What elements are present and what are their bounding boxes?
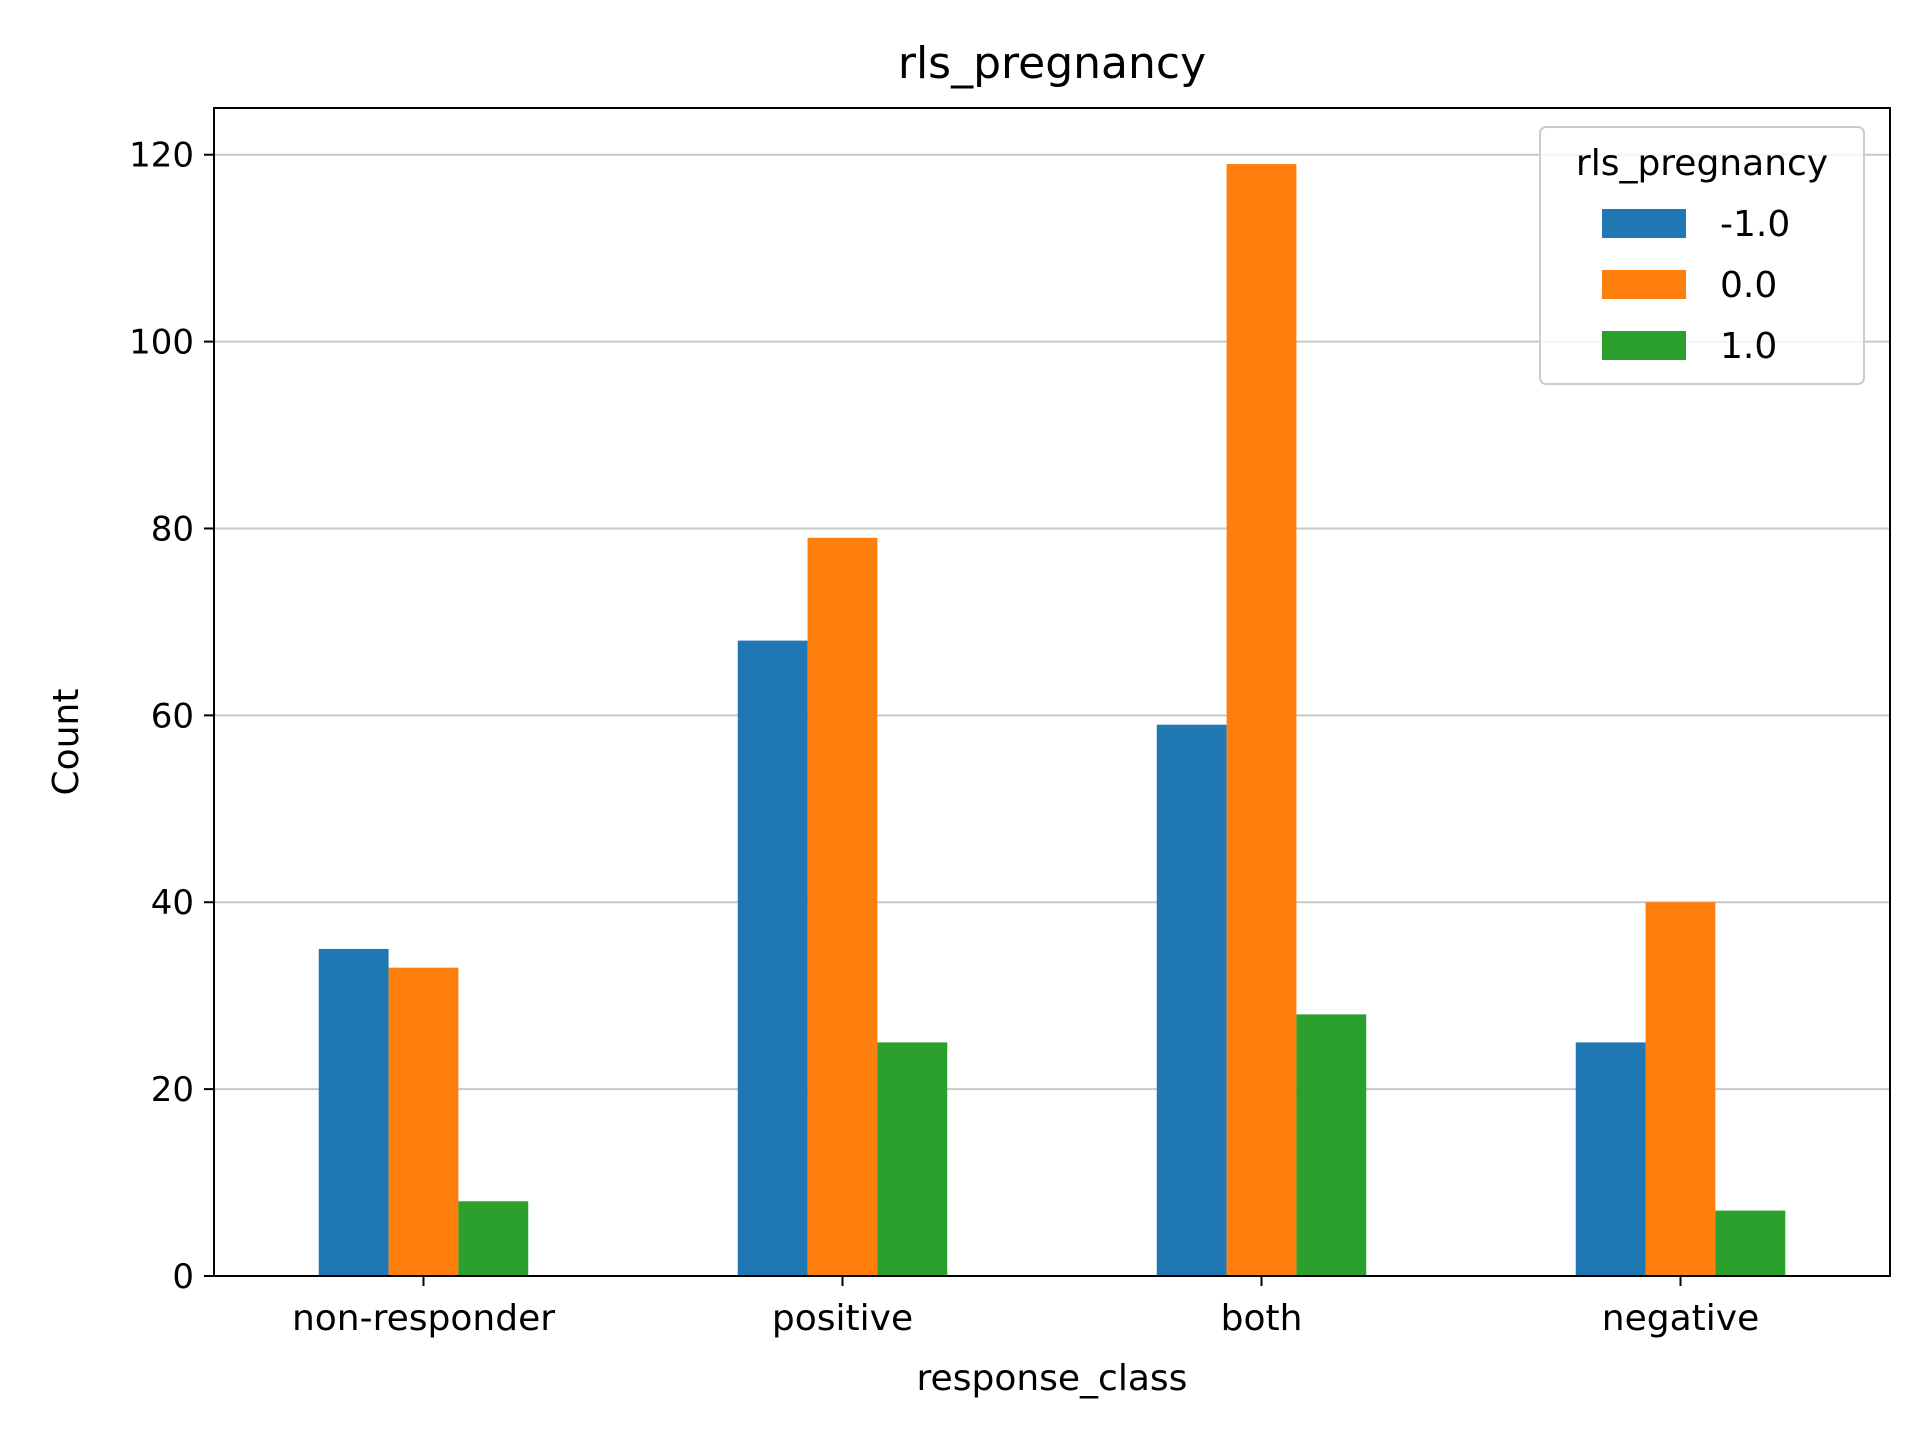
bar: [1575, 1042, 1646, 1276]
y-tick-label: 0: [172, 1257, 194, 1297]
x-tick-label: positive: [772, 1298, 913, 1339]
legend-title: rls_pregnancy: [1576, 143, 1828, 184]
y-tick-label: 100: [129, 323, 194, 363]
y-axis-label: Count: [46, 689, 87, 796]
bar: [1645, 902, 1716, 1276]
bar: [1226, 164, 1297, 1277]
y-tick-label: 20: [151, 1070, 194, 1110]
legend-swatch: [1602, 209, 1686, 238]
legend-swatch: [1602, 331, 1686, 360]
legend-items: -1.0 0.0 1.0: [1602, 204, 1790, 367]
y-tick-label: 40: [151, 883, 194, 923]
y-tick-label: 80: [151, 509, 194, 549]
x-tick-label: both: [1221, 1298, 1303, 1339]
bars: [318, 164, 1786, 1277]
x-axis-ticks: non-responder positive both negative: [292, 1276, 1759, 1339]
legend-label: -1.0: [1720, 204, 1790, 245]
x-tick-label: negative: [1602, 1298, 1759, 1339]
y-axis-ticks: 0 20 40 60 80 100 120: [129, 136, 214, 1297]
y-tick-label: 60: [151, 696, 194, 736]
bar: [1715, 1210, 1786, 1276]
x-axis-label: response_class: [917, 1358, 1188, 1399]
y-tick-label: 120: [129, 136, 194, 176]
bar: [1156, 724, 1227, 1276]
bar: [458, 1201, 529, 1276]
x-tick-label: non-responder: [292, 1298, 555, 1339]
plot-frame: [213, 107, 1891, 1277]
legend-label: 0.0: [1720, 265, 1777, 306]
bar: [1296, 1014, 1367, 1276]
bar: [737, 640, 808, 1276]
bar: [388, 967, 459, 1276]
legend-label: 1.0: [1720, 326, 1777, 367]
legend: rls_pregnancy -1.0 0.0 1.0: [1539, 126, 1865, 385]
bar: [877, 1042, 948, 1276]
legend-box: [1539, 126, 1865, 385]
bar: [807, 537, 878, 1276]
chart-title: rls_pregnancy: [898, 38, 1206, 89]
legend-swatch: [1602, 270, 1686, 299]
bar: [318, 948, 389, 1276]
